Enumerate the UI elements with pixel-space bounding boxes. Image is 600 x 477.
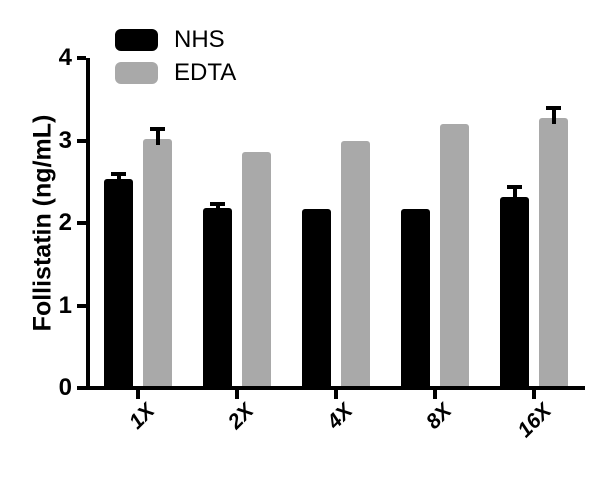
error-bar-cap bbox=[150, 126, 165, 131]
x-tick-label-2x: 2X bbox=[224, 399, 259, 434]
legend-item-nhs: NHS bbox=[115, 26, 236, 53]
bar-nhs-16x bbox=[500, 196, 529, 388]
error-bar-stem bbox=[512, 186, 517, 203]
bar-edta-16x bbox=[539, 118, 568, 388]
bar-nhs-4x bbox=[302, 208, 331, 388]
y-tick-label: 3 bbox=[58, 126, 72, 154]
x-tick bbox=[235, 390, 239, 399]
y-tick-label: 0 bbox=[58, 374, 72, 401]
error-bar-cap bbox=[507, 184, 522, 189]
bar-edta-4x bbox=[341, 140, 370, 388]
y-tick-label: 1 bbox=[58, 291, 72, 319]
error-bar-cap bbox=[546, 105, 561, 110]
legend-item-edta: EDTA bbox=[115, 59, 237, 86]
error-bar-stem bbox=[116, 174, 121, 186]
error-bar-stem bbox=[155, 128, 160, 145]
error-bar-stem bbox=[215, 204, 220, 215]
x-tick bbox=[433, 390, 437, 399]
x-tick-label-16x: 16X bbox=[512, 399, 556, 442]
bar-edta-8x bbox=[440, 124, 469, 388]
y-tick bbox=[77, 221, 86, 225]
y-axis-line bbox=[86, 58, 90, 390]
legend: NHS EDTA bbox=[115, 26, 237, 95]
x-tick-label-8x: 8X bbox=[422, 399, 457, 434]
x-axis-line bbox=[86, 386, 585, 390]
y-tick bbox=[77, 56, 86, 60]
y-tick bbox=[77, 386, 86, 390]
bar-nhs-2x bbox=[203, 208, 232, 388]
x-tick bbox=[136, 390, 140, 399]
y-tick-label: 2 bbox=[58, 209, 72, 236]
y-tick bbox=[77, 138, 86, 143]
x-tick-label-4x: 4X bbox=[323, 399, 358, 434]
bar-nhs-8x bbox=[401, 208, 430, 388]
bar-nhs-1x bbox=[104, 179, 133, 388]
error-bar-cap bbox=[111, 172, 126, 177]
x-tick bbox=[532, 390, 536, 399]
y-tick-label: 4 bbox=[58, 44, 72, 71]
bar-edta-2x bbox=[242, 152, 271, 388]
y-tick bbox=[77, 303, 86, 308]
y-axis-title: Follistatin (ng/mL) bbox=[28, 114, 57, 332]
bar-edta-1x bbox=[143, 138, 172, 388]
legend-swatch-nhs bbox=[115, 29, 158, 51]
error-bar-stem bbox=[551, 107, 556, 125]
x-tick bbox=[334, 390, 338, 399]
error-bar-cap bbox=[210, 202, 225, 207]
legend-label: EDTA bbox=[174, 59, 237, 86]
legend-swatch-edta bbox=[115, 62, 158, 84]
x-tick-label-1x: 1X bbox=[125, 399, 160, 434]
legend-label: NHS bbox=[174, 26, 225, 53]
